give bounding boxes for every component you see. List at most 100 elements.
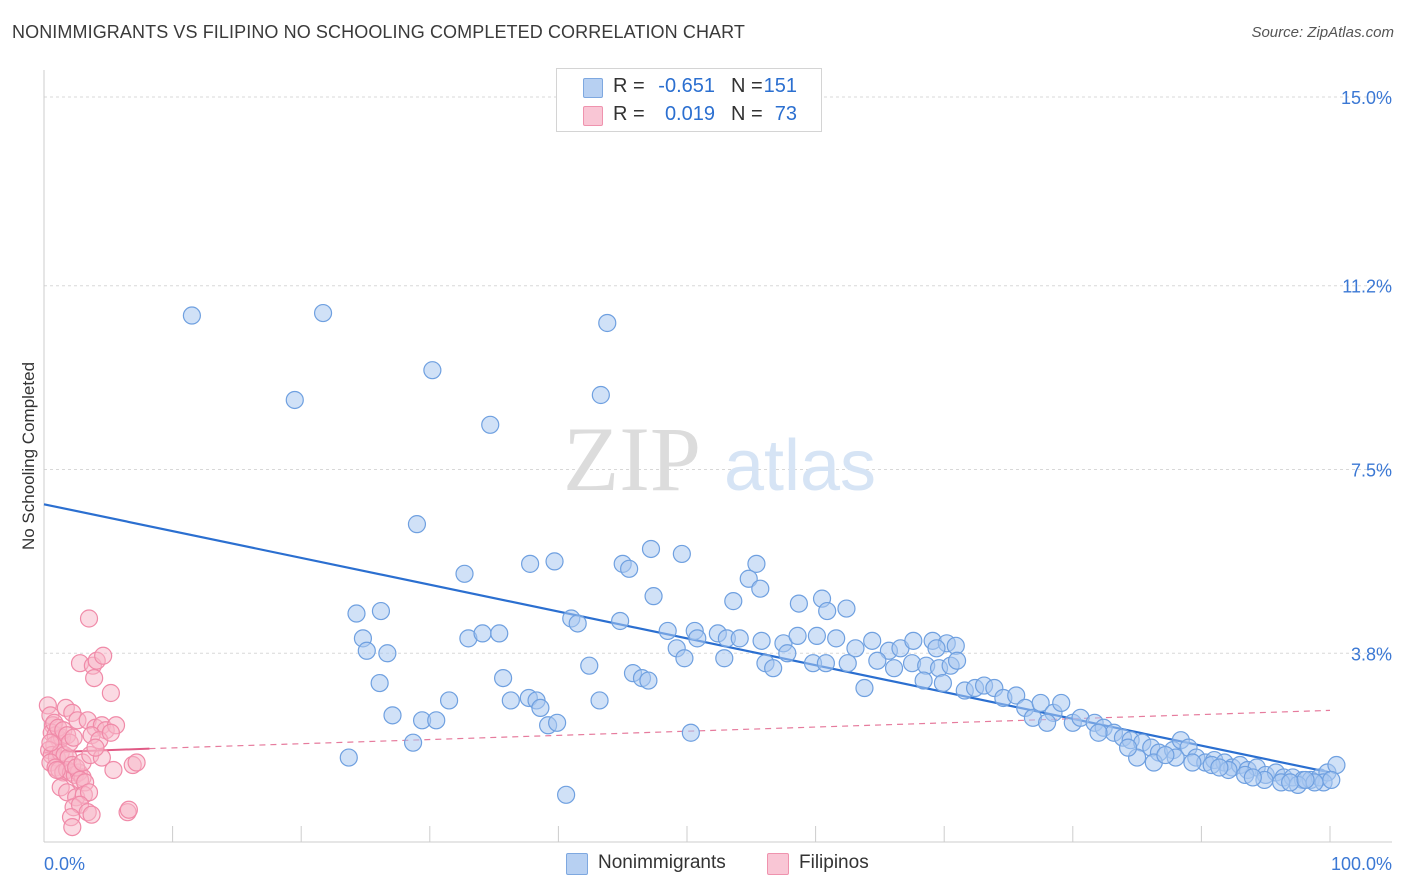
filipinos-point [85, 668, 104, 688]
nonimmigrants-point [933, 673, 953, 693]
nonimmigrants-point [641, 539, 661, 559]
filipinos-point [101, 723, 120, 742]
nonimmigrants-point [182, 306, 201, 325]
watermark-zip: ZIP [563, 408, 701, 510]
y-tick-labels: 3.8% 7.5% 11.2% 15.0% [1341, 88, 1392, 664]
nonimmigrants-point [947, 651, 967, 670]
nonimmigrants-point [639, 671, 658, 690]
nonimmigrants-point [347, 604, 366, 623]
legend-swatch-pink [767, 853, 789, 875]
y-axis-label: No Schooling Completed [19, 362, 38, 550]
filipinos-point [104, 760, 123, 780]
filipinos-points [38, 609, 146, 837]
nonimmigrants-point [285, 390, 304, 410]
nonimmigrants-point [855, 678, 874, 698]
nonimmigrants-point [778, 644, 797, 663]
nonimmigrants-point [1296, 770, 1315, 790]
filipinos-point [79, 609, 99, 628]
legend-n-label: N = [731, 103, 763, 125]
nonimmigrants-point [838, 654, 857, 673]
nonimmigrants-point [1037, 713, 1057, 732]
legend-n-value: 73 [774, 103, 797, 125]
nonimmigrants-point [1007, 686, 1026, 705]
nonimmigrants-point [598, 313, 617, 333]
nonimmigrants-point [681, 723, 700, 742]
nonimmigrants-point [1089, 723, 1108, 742]
nonimmigrants-point [490, 624, 509, 643]
x-tick-label-min: 0.0% [44, 854, 85, 874]
nonimmigrants-point [383, 706, 402, 725]
filipinos-point [119, 800, 138, 819]
nonimmigrants-point [580, 656, 599, 675]
nonimmigrants-point [927, 639, 946, 658]
nonimmigrants-point [675, 649, 694, 668]
legend-swatch-blue [583, 78, 603, 98]
nonimmigrants-point [724, 592, 743, 611]
y-tick-label: 3.8% [1351, 644, 1392, 664]
nonimmigrants-point [751, 579, 770, 598]
nonimmigrants-point [548, 713, 567, 732]
nonimmigrants-point [455, 564, 474, 583]
nonimmigrants-point [1243, 768, 1262, 787]
x-tick-label-max: 100.0% [1331, 854, 1392, 874]
nonimmigrants-point [423, 361, 442, 380]
nonimmigrants-point [357, 641, 376, 660]
legend-r-label: R = [613, 75, 645, 97]
legend-label: Filipinos [799, 852, 869, 873]
source-label: Source: ZipAtlas.com [1251, 24, 1394, 41]
nonimmigrants-point [644, 587, 663, 606]
nonimmigrants-point [591, 385, 610, 405]
nonimmigrants-point [403, 733, 423, 752]
nonimmigrants-point [473, 624, 492, 643]
filipinos-point [86, 738, 105, 757]
correlation-legend: R = -0.651 N = 151 R = 0.019 N = 73 [556, 68, 822, 132]
nonimmigrants-point [730, 629, 749, 648]
nonimmigrants-point [868, 651, 887, 670]
legend-swatch-pink [583, 106, 603, 126]
nonimmigrants-point [884, 659, 904, 678]
nonimmigrants-point [521, 554, 540, 573]
legend-n-value: 151 [763, 75, 797, 97]
nonimmigrants-point [481, 415, 500, 434]
filipinos-point [41, 733, 60, 752]
chart-title: NONIMMIGRANTS VS FILIPINO NO SCHOOLING C… [12, 22, 746, 42]
nonimmigrants-point [590, 691, 609, 710]
axes [43, 70, 1392, 843]
nonimmigrants-point [863, 631, 882, 650]
legend-row-filipinos: R = 0.019 N = 73 [557, 101, 821, 129]
nonimmigrants-point [914, 671, 933, 690]
nonimmigrants-point [371, 601, 391, 621]
nonimmigrants-point [672, 544, 691, 564]
nonimmigrants-point [837, 599, 856, 618]
nonimmigrants-point [1156, 745, 1175, 765]
nonimmigrants-point [818, 601, 837, 621]
y-tick-label: 11.2% [1342, 277, 1392, 297]
y-tick-label: 15.0% [1341, 88, 1392, 108]
y-tick-label: 7.5% [1351, 461, 1392, 481]
nonimmigrants-point [1322, 770, 1341, 790]
nonimmigrants-point [339, 748, 358, 767]
legend-r-value: 0.019 [664, 103, 715, 125]
nonimmigrants-point [427, 711, 446, 730]
nonimmigrants-point [739, 569, 758, 588]
nonimmigrants-point [904, 631, 923, 650]
legend-n-label: N = [731, 75, 763, 97]
nonimmigrants-point [747, 554, 766, 573]
nonimmigrants-point [1281, 773, 1300, 792]
nonimmigrants-point [313, 303, 333, 323]
filipinos-point [47, 760, 66, 780]
nonimmigrants-point [568, 614, 587, 633]
nonimmigrants-point [370, 673, 389, 693]
nonimmigrants-point [752, 631, 771, 650]
filipinos-point [101, 683, 120, 703]
nonimmigrants-point [620, 559, 639, 578]
nonimmigrants-points [182, 303, 1346, 804]
nonimmigrants-point [407, 515, 427, 534]
nonimmigrants-point [611, 611, 630, 631]
filipinos-point [79, 783, 99, 802]
nonimmigrants-point [788, 626, 807, 645]
nonimmigrants-point [764, 659, 783, 678]
filipinos-point [64, 728, 83, 747]
nonimmigrants-point [501, 691, 520, 710]
